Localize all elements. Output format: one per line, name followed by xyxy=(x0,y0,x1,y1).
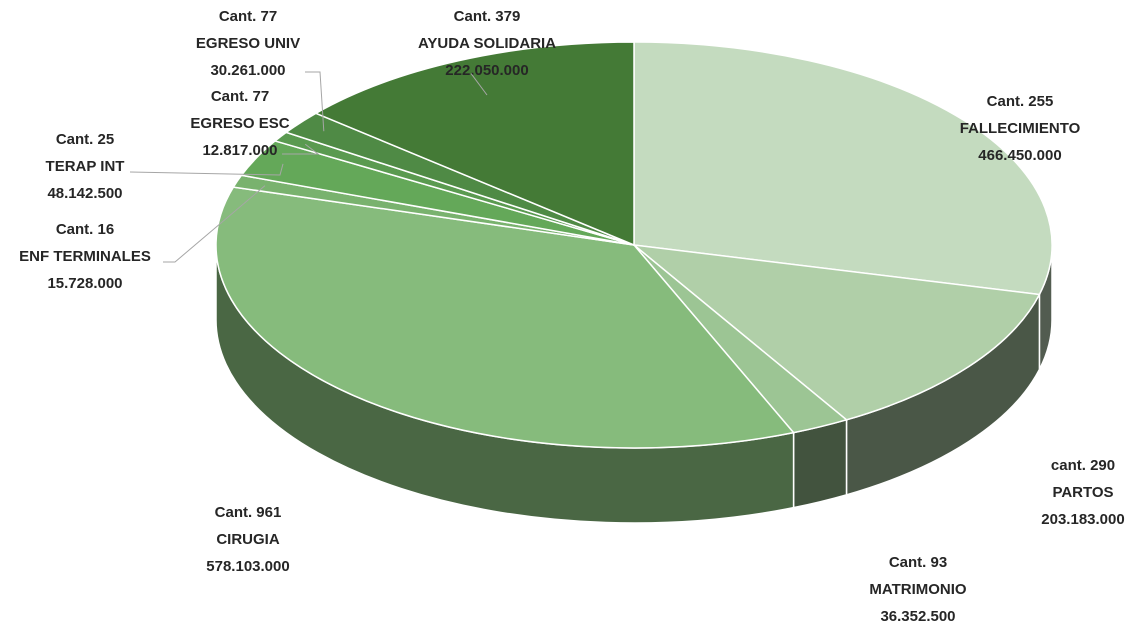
value-label: 15.728.000 xyxy=(47,275,122,292)
leader-line xyxy=(129,163,284,176)
count-label: Cant. 961 xyxy=(215,504,282,521)
leader-line xyxy=(305,71,325,132)
count-label: cant. 290 xyxy=(1051,457,1115,474)
count-label: Cant. 16 xyxy=(56,221,114,238)
value-label: 203.183.000 xyxy=(1041,511,1124,528)
value-label: 36.352.500 xyxy=(880,608,955,625)
category-label: EGRESO UNIV xyxy=(196,35,300,52)
slice xyxy=(314,41,635,247)
count-label: Cant. 379 xyxy=(454,8,521,25)
value-label: 48.142.500 xyxy=(47,185,122,202)
count-label: Cant. 93 xyxy=(889,554,947,571)
category-label: MATRIMONIO xyxy=(869,581,967,598)
leader-line xyxy=(470,73,488,96)
count-label: Cant. 25 xyxy=(56,131,114,148)
category-label: PARTOS xyxy=(1052,484,1113,501)
leader-line xyxy=(163,185,266,263)
value-label: 222.050.000 xyxy=(445,62,528,79)
category-label: FALLECIMIENTO xyxy=(960,120,1081,137)
category-label: CIRUGIA xyxy=(216,531,280,548)
slice xyxy=(631,243,1041,421)
count-label: Cant. 77 xyxy=(219,8,277,25)
category-label: EGRESO ESC xyxy=(190,115,289,132)
value-label: 466.450.000 xyxy=(978,147,1061,164)
slice-side xyxy=(792,418,848,509)
value-label: 578.103.000 xyxy=(206,558,289,575)
count-label: Cant. 77 xyxy=(211,88,269,105)
value-label: 30.261.000 xyxy=(210,62,285,79)
slice xyxy=(633,41,1053,296)
value-label: 12.817.000 xyxy=(202,142,277,159)
category-label: AYUDA SOLIDARIA xyxy=(418,35,556,52)
count-label: Cant. 255 xyxy=(987,93,1054,110)
category-label: ENF TERMINALES xyxy=(19,248,151,265)
slice xyxy=(215,186,795,449)
leader-line xyxy=(282,143,320,155)
category-label: TERAP INT xyxy=(46,158,125,175)
